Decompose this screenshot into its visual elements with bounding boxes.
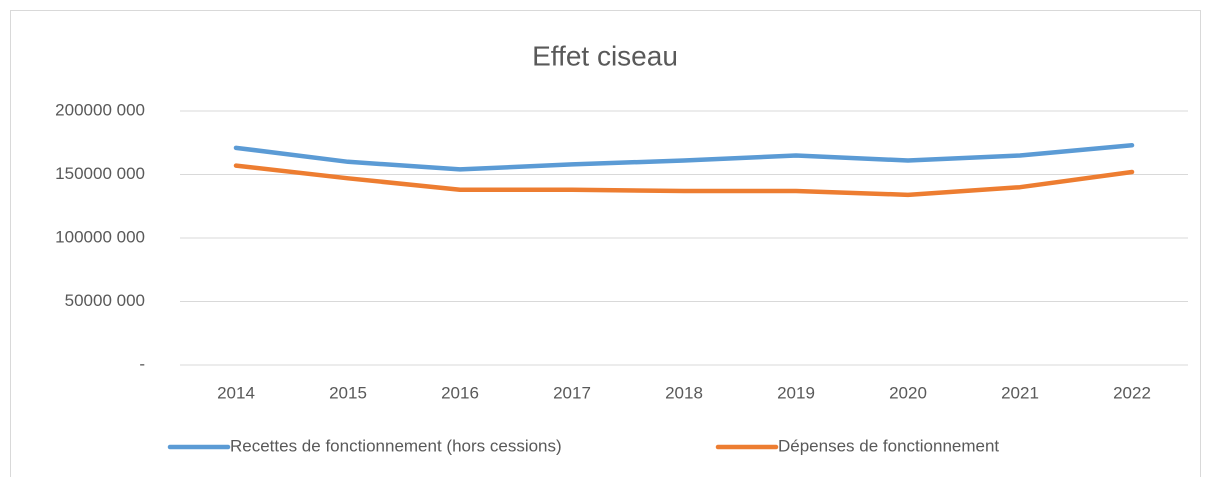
x-tick-label: 2016: [441, 383, 479, 402]
x-tick-label: 2018: [665, 383, 703, 402]
x-tick-label: 2020: [889, 383, 927, 402]
series-line: [233, 163, 1135, 198]
legend-label: Dépenses de fonctionnement: [778, 436, 999, 455]
x-tick-label: 2014: [217, 383, 255, 402]
x-tick-label: 2022: [1113, 383, 1151, 402]
y-tick-label: 200000 000: [55, 100, 145, 119]
legend-label: Recettes de fonctionnement (hors cession…: [230, 436, 562, 455]
x-tick-label: 2021: [1001, 383, 1039, 402]
chart-title: Effet ciseau: [532, 40, 678, 71]
x-tick-label: 2017: [553, 383, 591, 402]
y-tick-label: 50000 000: [65, 291, 145, 310]
chart-frame: [10, 10, 1201, 482]
series-line: [233, 143, 1135, 172]
y-tick-label: 100000 000: [55, 227, 145, 246]
x-tick-label: 2015: [329, 383, 367, 402]
y-tick-label: 150000 000: [55, 164, 145, 183]
y-tick-label: -: [139, 354, 145, 373]
x-tick-label: 2019: [777, 383, 815, 402]
